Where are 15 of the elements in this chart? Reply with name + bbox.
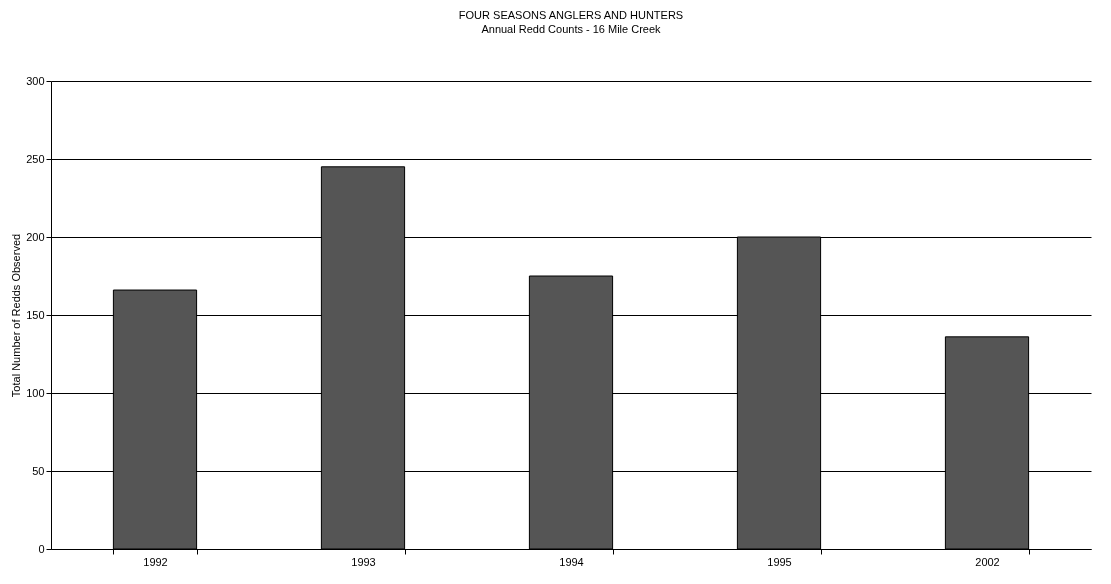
chart-title: FOUR SEASONS ANGLERS AND HUNTERS [458, 9, 684, 21]
x-tick-label: 1993 [351, 555, 376, 568]
x-tick-label: 1994 [559, 555, 584, 568]
x-tick-label: 1995 [767, 555, 792, 568]
x-tick-label: 1992 [143, 555, 168, 568]
y-tick-label: 50 [32, 464, 45, 477]
y-tick-label: 100 [26, 386, 45, 399]
y-tick-label: 200 [26, 230, 45, 243]
x-tick-label: 2002 [975, 555, 1000, 568]
y-tick-label: 300 [26, 74, 45, 87]
y-tick-label: 0 [38, 542, 45, 555]
y-tick-label: 150 [26, 308, 45, 321]
y-tick-label: 250 [26, 152, 45, 165]
y-axis-title: Total Number of Redds Observed [10, 233, 23, 398]
chart-subtitle: Annual Redd Counts - 16 Mile Creek [481, 23, 662, 35]
